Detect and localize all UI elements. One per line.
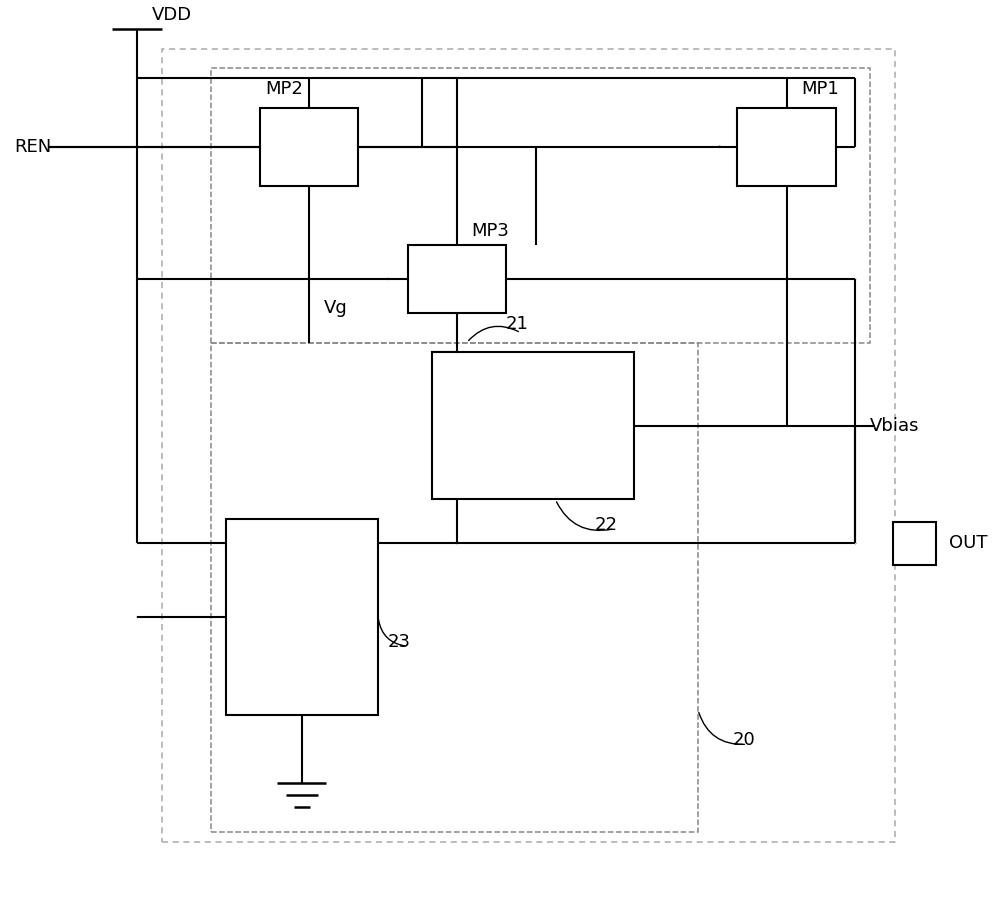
Text: 23: 23 (388, 633, 411, 652)
Text: 第二: 第二 (292, 573, 312, 592)
Text: 22: 22 (595, 516, 618, 533)
Bar (432, 352, 634, 500)
Text: 20: 20 (732, 731, 755, 749)
Text: OUT: OUT (949, 534, 987, 552)
Bar (226, 519, 378, 715)
Text: Vbias: Vbias (870, 417, 920, 435)
Text: 第一: 第一 (523, 398, 543, 415)
Text: 21: 21 (506, 315, 529, 333)
Text: MP3: MP3 (472, 222, 510, 239)
Bar (893, 521, 936, 565)
Text: 开关: 开关 (293, 614, 311, 630)
Text: MP2: MP2 (265, 80, 303, 97)
Text: Vg: Vg (324, 298, 348, 317)
Text: MP1: MP1 (801, 80, 839, 97)
Bar (408, 245, 506, 313)
Text: 开关单元: 开关单元 (515, 438, 551, 453)
Text: 单元: 单元 (293, 649, 311, 663)
Bar (162, 49, 895, 842)
Text: VDD: VDD (152, 6, 192, 25)
Bar (211, 68, 870, 342)
Bar (260, 107, 358, 186)
Bar (737, 107, 836, 186)
Bar (211, 342, 698, 833)
Text: REN: REN (14, 137, 51, 156)
